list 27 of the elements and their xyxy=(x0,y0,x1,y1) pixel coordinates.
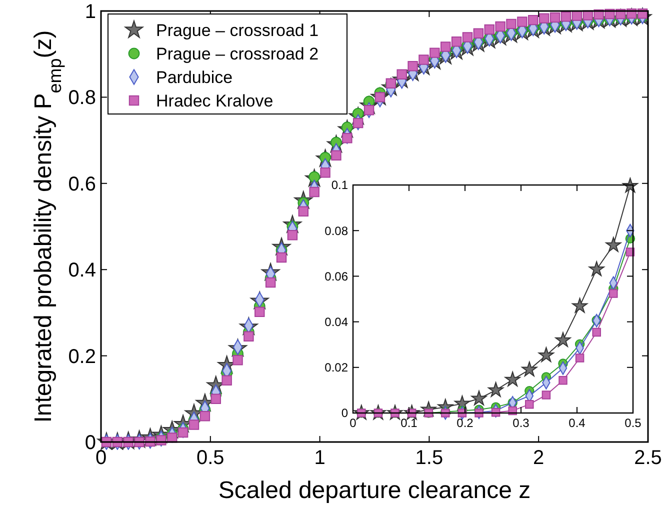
x-tick-label: 0 xyxy=(350,416,357,430)
y-tick-label: 0.08 xyxy=(324,224,348,238)
x-tick-label: 0.5 xyxy=(196,447,224,469)
x-tick-label: 2.5 xyxy=(634,447,662,469)
legend-label: Hradec Kralove xyxy=(156,91,274,110)
x-tick-label: 0.5 xyxy=(624,416,642,430)
y-tick-label: 0.02 xyxy=(324,360,348,375)
x-tick-label: 1.5 xyxy=(415,447,444,469)
legend-label: Prague – crossroad 2 xyxy=(156,44,319,64)
y-tick-label: 0 xyxy=(341,406,348,420)
x-tick-label: 2 xyxy=(533,447,544,469)
y-tick-label: 0.2 xyxy=(68,346,96,368)
y-tick-label: 0.04 xyxy=(324,315,348,329)
x-tick-label: 0.2 xyxy=(456,416,474,430)
y-tick-label: 0.06 xyxy=(324,269,348,284)
x-axis-title: Scaled departure clearance z xyxy=(218,477,531,504)
legend-label: Pardubice xyxy=(156,68,233,87)
legend-label: Prague – crossroad 1 xyxy=(156,20,319,40)
x-tick-label: 0.1 xyxy=(400,416,418,430)
y-tick-label: 0.4 xyxy=(68,260,96,282)
y-tick-label: 0 xyxy=(84,432,96,454)
y-tick-label: 0.1 xyxy=(331,178,348,192)
y-tick-label: 0.6 xyxy=(68,173,96,196)
x-tick-label: 0.4 xyxy=(568,416,586,430)
x-tick-label: 0.3 xyxy=(512,416,530,430)
y-tick-label: 0.8 xyxy=(68,87,96,110)
y-tick-label: 1 xyxy=(84,1,96,23)
